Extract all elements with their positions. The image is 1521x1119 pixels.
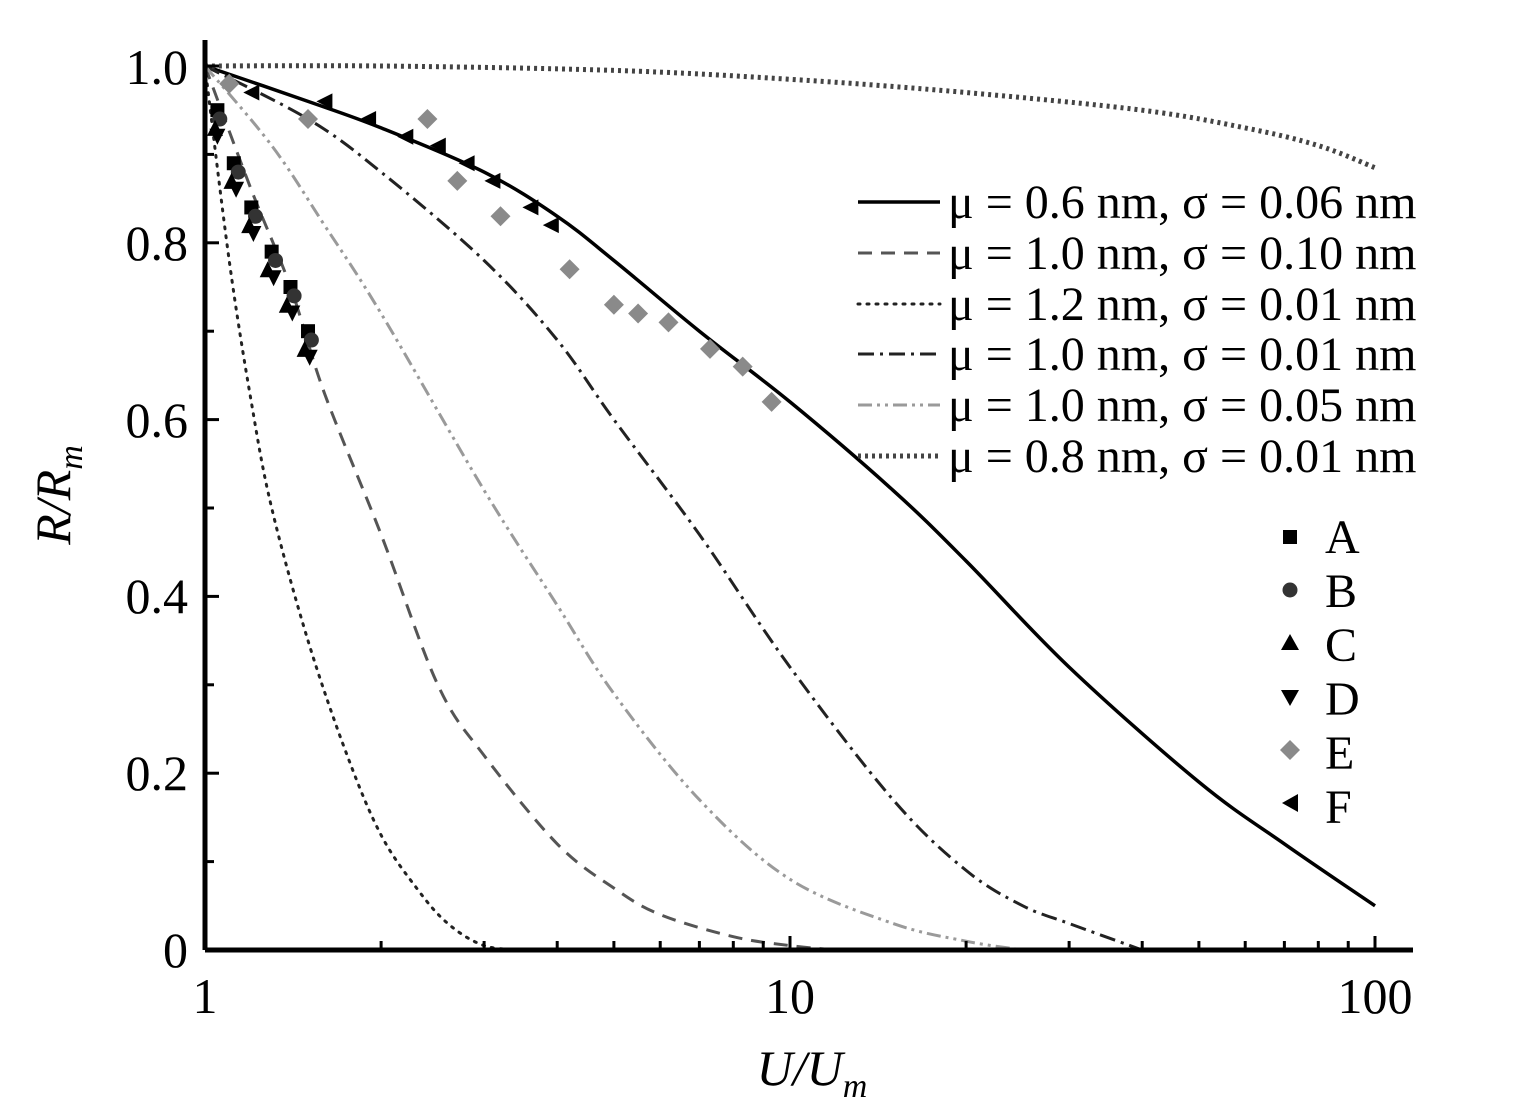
data-point-b [303, 332, 319, 348]
y-tick-label: 0.4 [126, 568, 189, 624]
data-point-e [490, 206, 511, 227]
data-point-f [360, 111, 377, 127]
y-tick-label: 1.0 [126, 39, 189, 95]
legend-label: μ = 1.0 nm, σ = 0.05 nm [948, 379, 1416, 432]
x-tick-labels: 1 10 100 [193, 968, 1413, 1024]
data-point-f [429, 137, 446, 154]
legend-marker-c [1281, 634, 1299, 650]
data-point-e [700, 338, 720, 359]
data-point-d [301, 349, 318, 366]
legend-label: A [1325, 511, 1360, 564]
legend-label: B [1325, 565, 1357, 618]
legend-lines: μ = 0.6 nm, σ = 0.06 nm μ = 1.0 nm, σ = … [856, 176, 1416, 483]
x-axis-title: U/Um [757, 1040, 868, 1105]
data-point-f [458, 155, 475, 172]
data-point-e [658, 312, 679, 333]
series-line-5 [204, 63, 1376, 171]
data-point-e [298, 109, 318, 129]
legend-points: A B C D E F [1280, 511, 1360, 834]
data-point-f [397, 128, 414, 145]
legend-marker-a [1283, 530, 1297, 544]
data-point-e [219, 73, 240, 94]
legend-label: E [1325, 727, 1354, 780]
x-axis-title-sub: m [843, 1068, 868, 1105]
data-point-d [228, 181, 245, 198]
series-line-2 [203, 64, 525, 952]
data-point-e [732, 356, 753, 377]
legend-label: D [1325, 673, 1360, 726]
data-point-e [628, 303, 649, 324]
data-point-b [268, 252, 284, 268]
y-tick-label: 0.6 [126, 392, 189, 448]
x-axis-title-main: U/U [757, 1040, 846, 1096]
data-point-b [230, 164, 246, 180]
y-tick-label: 0 [163, 922, 188, 978]
y-axis-title: R/Rm [25, 445, 90, 546]
x-tick-label: 100 [1338, 968, 1413, 1024]
data-point-d [284, 305, 301, 322]
data-point-b [286, 288, 302, 304]
data-points [207, 73, 782, 412]
y-tick-labels: 0 0.2 0.4 0.6 0.8 1.0 [126, 39, 189, 978]
data-point-f [243, 84, 260, 101]
series-line-4 [203, 65, 1024, 952]
data-point-e [559, 259, 580, 280]
data-point-f [542, 217, 559, 234]
legend-label: μ = 1.0 nm, σ = 0.01 nm [948, 328, 1416, 381]
legend-label: F [1325, 781, 1352, 834]
data-point-f [522, 199, 539, 216]
legend-label: μ = 1.2 nm, σ = 0.01 nm [948, 278, 1416, 331]
data-point-f [316, 93, 333, 110]
data-point-e [447, 170, 468, 191]
legend-marker-f [1282, 794, 1298, 812]
y-tick-label: 0.8 [126, 215, 189, 271]
series-line-3 [204, 64, 1143, 952]
legend-label: C [1325, 619, 1357, 672]
data-point-e [761, 391, 782, 412]
legend-marker-b [1282, 582, 1298, 598]
y-axis-title-sub: m [53, 445, 90, 470]
data-point-f [484, 172, 501, 189]
data-point-d [209, 128, 226, 145]
legend-label: μ = 0.6 nm, σ = 0.06 nm [948, 176, 1416, 229]
ticks [203, 64, 1377, 952]
legend-label: μ = 1.0 nm, σ = 0.10 nm [948, 227, 1416, 280]
data-point-e [603, 294, 624, 315]
x-tick-label: 1 [193, 968, 218, 1024]
x-tick-label: 10 [765, 968, 815, 1024]
y-axis-title-main: R/R [25, 470, 81, 546]
data-point-e [417, 109, 438, 129]
y-tick-label: 0.2 [126, 745, 189, 801]
data-point-d [265, 270, 282, 287]
legend-label: μ = 0.8 nm, σ = 0.01 nm [948, 430, 1416, 483]
legend-marker-e [1280, 740, 1300, 760]
legend-marker-d [1281, 690, 1299, 706]
data-point-b [248, 208, 264, 224]
data-point-d [245, 226, 262, 242]
